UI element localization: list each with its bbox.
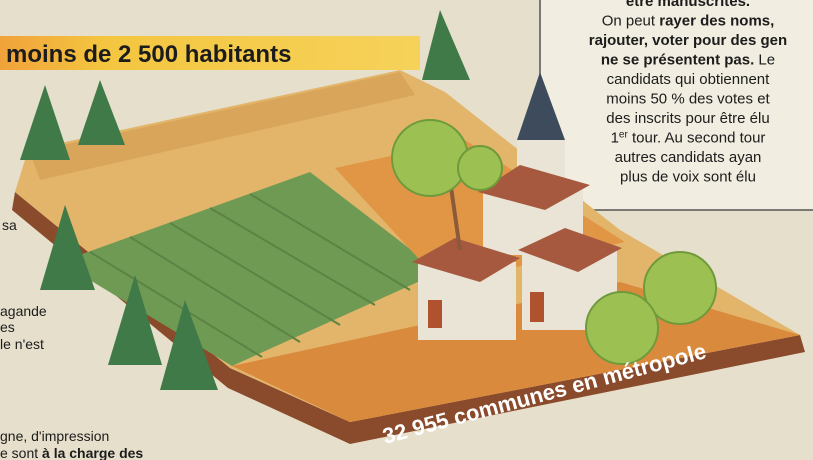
- text-line: sa: [2, 217, 17, 233]
- text-run: être manuscrites.: [626, 0, 750, 10]
- text-line: moins 50 % des votes et: [606, 91, 770, 108]
- text-line: plus de voix sont élu: [620, 169, 756, 186]
- text-run: moins 50 % des votes et: [606, 91, 770, 108]
- text-line: agande: [0, 303, 47, 319]
- text-line: On peut rayer des noms,: [602, 13, 775, 30]
- text-run: On peut: [602, 13, 660, 30]
- text-run: rajouter, voter pour des gen: [589, 32, 787, 49]
- text-run: des inscrits pour être élu: [606, 110, 769, 127]
- text-line: des inscrits pour être élu: [606, 110, 769, 127]
- bushes: [391, 119, 717, 365]
- text-line: e sont à la charge des: [0, 445, 143, 460]
- text-run: le n'est: [0, 336, 44, 352]
- text-run: candidats qui obtiennent: [607, 71, 770, 88]
- text-run: agande: [0, 303, 47, 319]
- text-run: autres candidats ayan: [615, 149, 762, 166]
- green-field: [60, 172, 440, 366]
- text-run: tour. Au second tour: [628, 130, 766, 147]
- text-run: ne se présentent pas.: [601, 52, 754, 69]
- text-run: e sont: [0, 445, 42, 460]
- text-line: rajouter, voter pour des gen: [589, 32, 787, 49]
- village: [412, 72, 622, 340]
- sidebar-box: [539, 0, 813, 211]
- text-run: es: [0, 319, 15, 335]
- text-run: rayer des noms,: [659, 13, 774, 30]
- text-run: er: [619, 129, 629, 140]
- text-run: plus de voix sont élu: [620, 169, 756, 186]
- text-line: es: [0, 319, 15, 335]
- slab-side: [12, 192, 805, 444]
- text-run: Le: [754, 52, 775, 69]
- text-run: à la charge des: [42, 445, 143, 460]
- text-line: être manuscrites.: [626, 0, 750, 10]
- trees: [20, 10, 470, 390]
- landscape: [12, 10, 805, 444]
- text-line: candidats qui obtiennent: [607, 71, 770, 88]
- text-run: gne, d'impression: [0, 428, 109, 444]
- text-line: le n'est: [0, 336, 44, 352]
- sidebar-text: être manuscrites. On peut rayer des noms,…: [589, 0, 787, 186]
- text-line: 1er tour. Au second tour: [611, 129, 766, 147]
- text-line: ne se présentent pas. Le: [601, 52, 775, 69]
- banner-title: moins de 2 500 habitants: [6, 41, 291, 68]
- furrows: [89, 193, 411, 358]
- text-run: sa: [2, 217, 17, 233]
- text-run: 1: [611, 130, 619, 147]
- banner: [0, 36, 420, 70]
- text-line: autres candidats ayan: [615, 149, 762, 166]
- text-line: gne, d'impression: [0, 428, 109, 444]
- field-stripe: [30, 72, 415, 180]
